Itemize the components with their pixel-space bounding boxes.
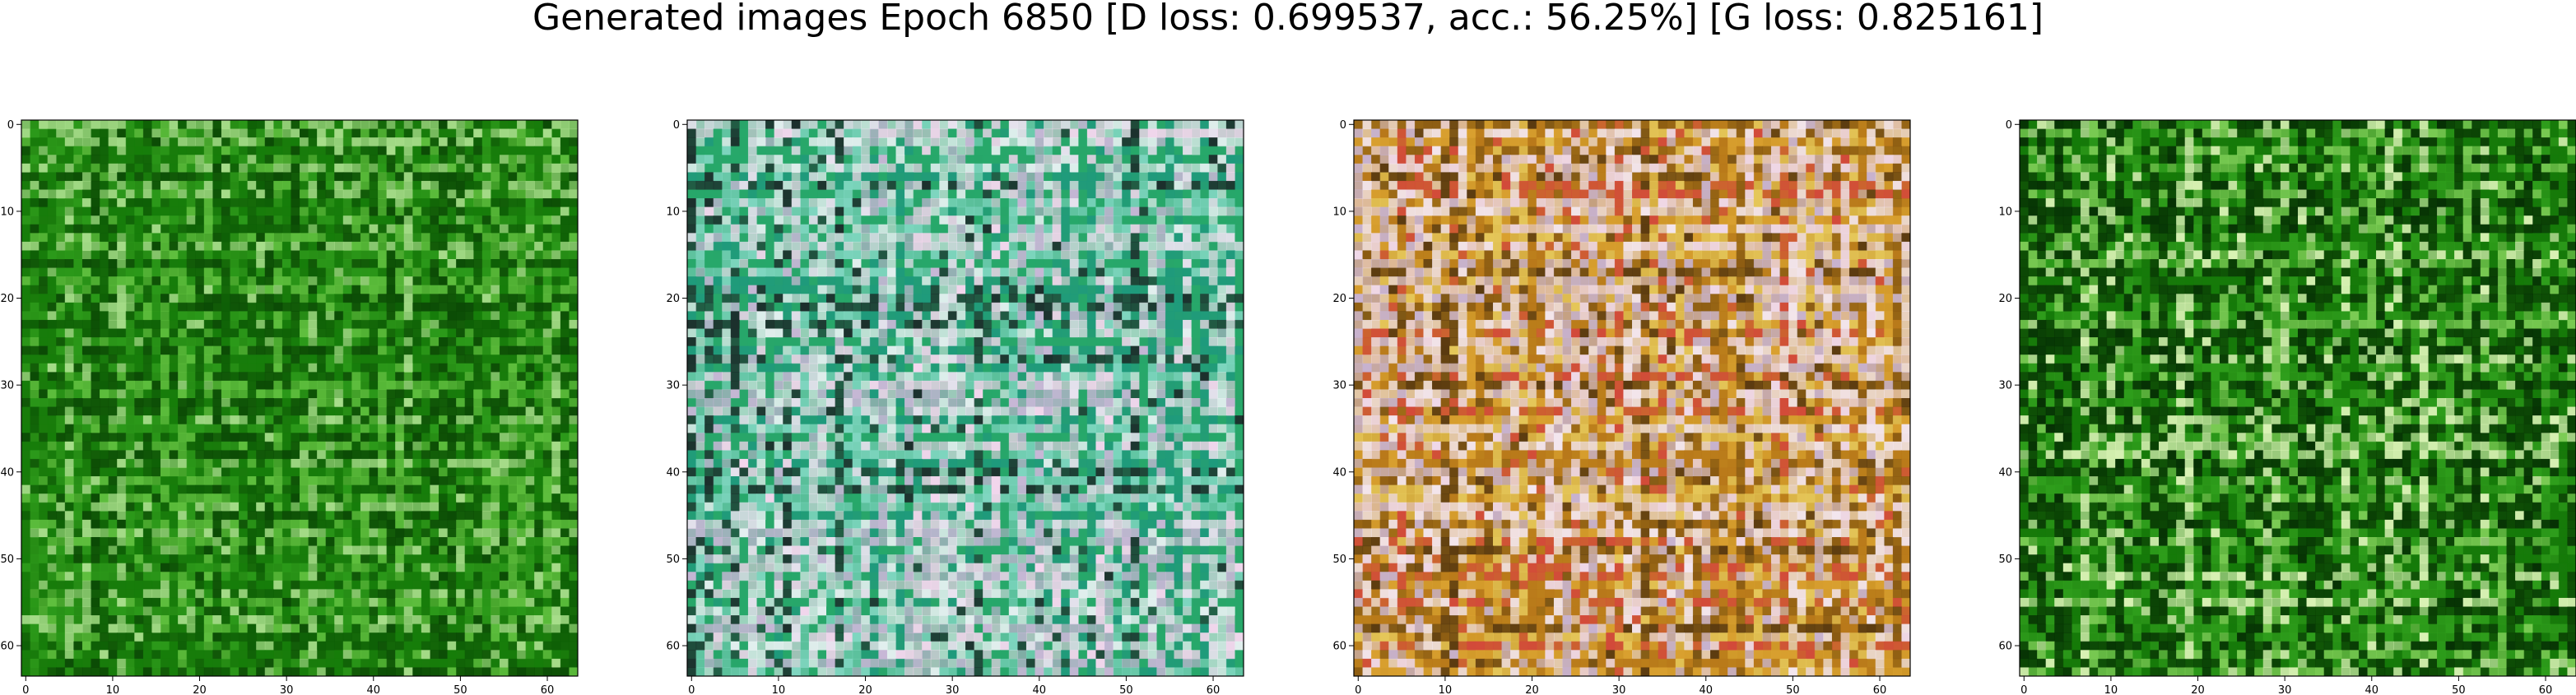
axes-frame-2 [686,119,1244,677]
y-tick-label: 60 [1998,641,2012,653]
x-tick-label: 0 [688,684,695,695]
y-tick-label: 10 [1332,206,1346,218]
y-tick-label: 10 [0,206,14,218]
y-tick-label: 20 [1998,293,2012,305]
y-tick-label: 20 [666,293,680,305]
x-tick-label: 0 [1355,684,1361,695]
y-tick-label: 40 [1332,466,1346,479]
x-tick-label: 30 [946,684,960,695]
generated-image-2 [687,120,1244,676]
y-tick-label: 40 [666,466,680,479]
generated-image-4 [2020,120,2576,676]
y-tick-label: 60 [0,641,14,653]
figure-title: Generated images Epoch 6850 [D loss: 0.6… [532,0,2044,39]
image-panel-2: 0 10 20 30 40 50 60 0 10 20 30 40 50 60 [666,119,1244,695]
y-tick-label: 30 [666,380,680,392]
x-tick-label: 20 [2191,684,2205,695]
x-tick-label: 0 [22,684,29,695]
y-tick-label: 40 [0,466,14,479]
x-tick-label: 40 [1700,684,1713,695]
y-tick-label: 30 [0,380,14,392]
x-tick-label: 50 [1786,684,1800,695]
y-tick-label: 30 [1332,380,1346,392]
generated-image-1 [21,120,578,676]
x-tick-label: 60 [1207,684,1221,695]
y-tick-label: 60 [666,641,680,653]
x-tick-label: 30 [280,684,294,695]
x-tick-label: 20 [858,684,872,695]
y-tick-label: 60 [1332,641,1346,653]
x-tick-label: 40 [1033,684,1047,695]
y-tick-label: 50 [1998,554,2012,566]
x-tick-label: 50 [453,684,467,695]
y-tick-label: 20 [1332,293,1346,305]
y-tick-label: 0 [1340,119,1346,132]
axes-frame-1 [21,119,579,677]
y-tick-label: 0 [2006,119,2012,132]
y-tick-label: 50 [0,554,14,566]
y-tick-label: 30 [1998,380,2012,392]
axes-frame-3 [1353,119,1911,677]
x-tick-label: 60 [541,684,555,695]
x-tick-label: 20 [193,684,207,695]
y-tick-label: 50 [666,554,680,566]
x-tick-label: 30 [1612,684,1626,695]
axes-frame-4 [2019,119,2576,677]
y-tick-label: 20 [0,293,14,305]
x-tick-label: 60 [1873,684,1887,695]
y-tick-label: 0 [7,119,14,132]
x-tick-label: 20 [1525,684,1539,695]
image-panel-4: 0 10 20 30 40 50 60 0 10 20 30 40 50 60 [1998,119,2576,695]
y-tick-label: 0 [673,119,680,132]
x-tick-label: 10 [2104,684,2118,695]
x-tick-label: 50 [2452,684,2466,695]
image-panel-3: 0 10 20 30 40 50 60 0 10 20 30 40 50 60 [1332,119,1911,695]
x-tick-label: 0 [2020,684,2027,695]
image-panel-1: 0 10 20 30 40 50 60 0 10 20 30 40 50 60 [0,119,579,695]
x-tick-label: 50 [1119,684,1133,695]
y-tick-label: 40 [1998,466,2012,479]
x-tick-label: 40 [367,684,381,695]
x-tick-label: 40 [2365,684,2379,695]
y-tick-label: 10 [666,206,680,218]
x-tick-label: 10 [1439,684,1453,695]
x-tick-label: 10 [772,684,786,695]
generated-image-3 [1354,120,1910,676]
x-tick-label: 30 [2278,684,2292,695]
x-tick-label: 10 [106,684,120,695]
x-tick-label: 60 [2539,684,2553,695]
y-tick-label: 50 [1332,554,1346,566]
y-tick-label: 10 [1998,206,2012,218]
